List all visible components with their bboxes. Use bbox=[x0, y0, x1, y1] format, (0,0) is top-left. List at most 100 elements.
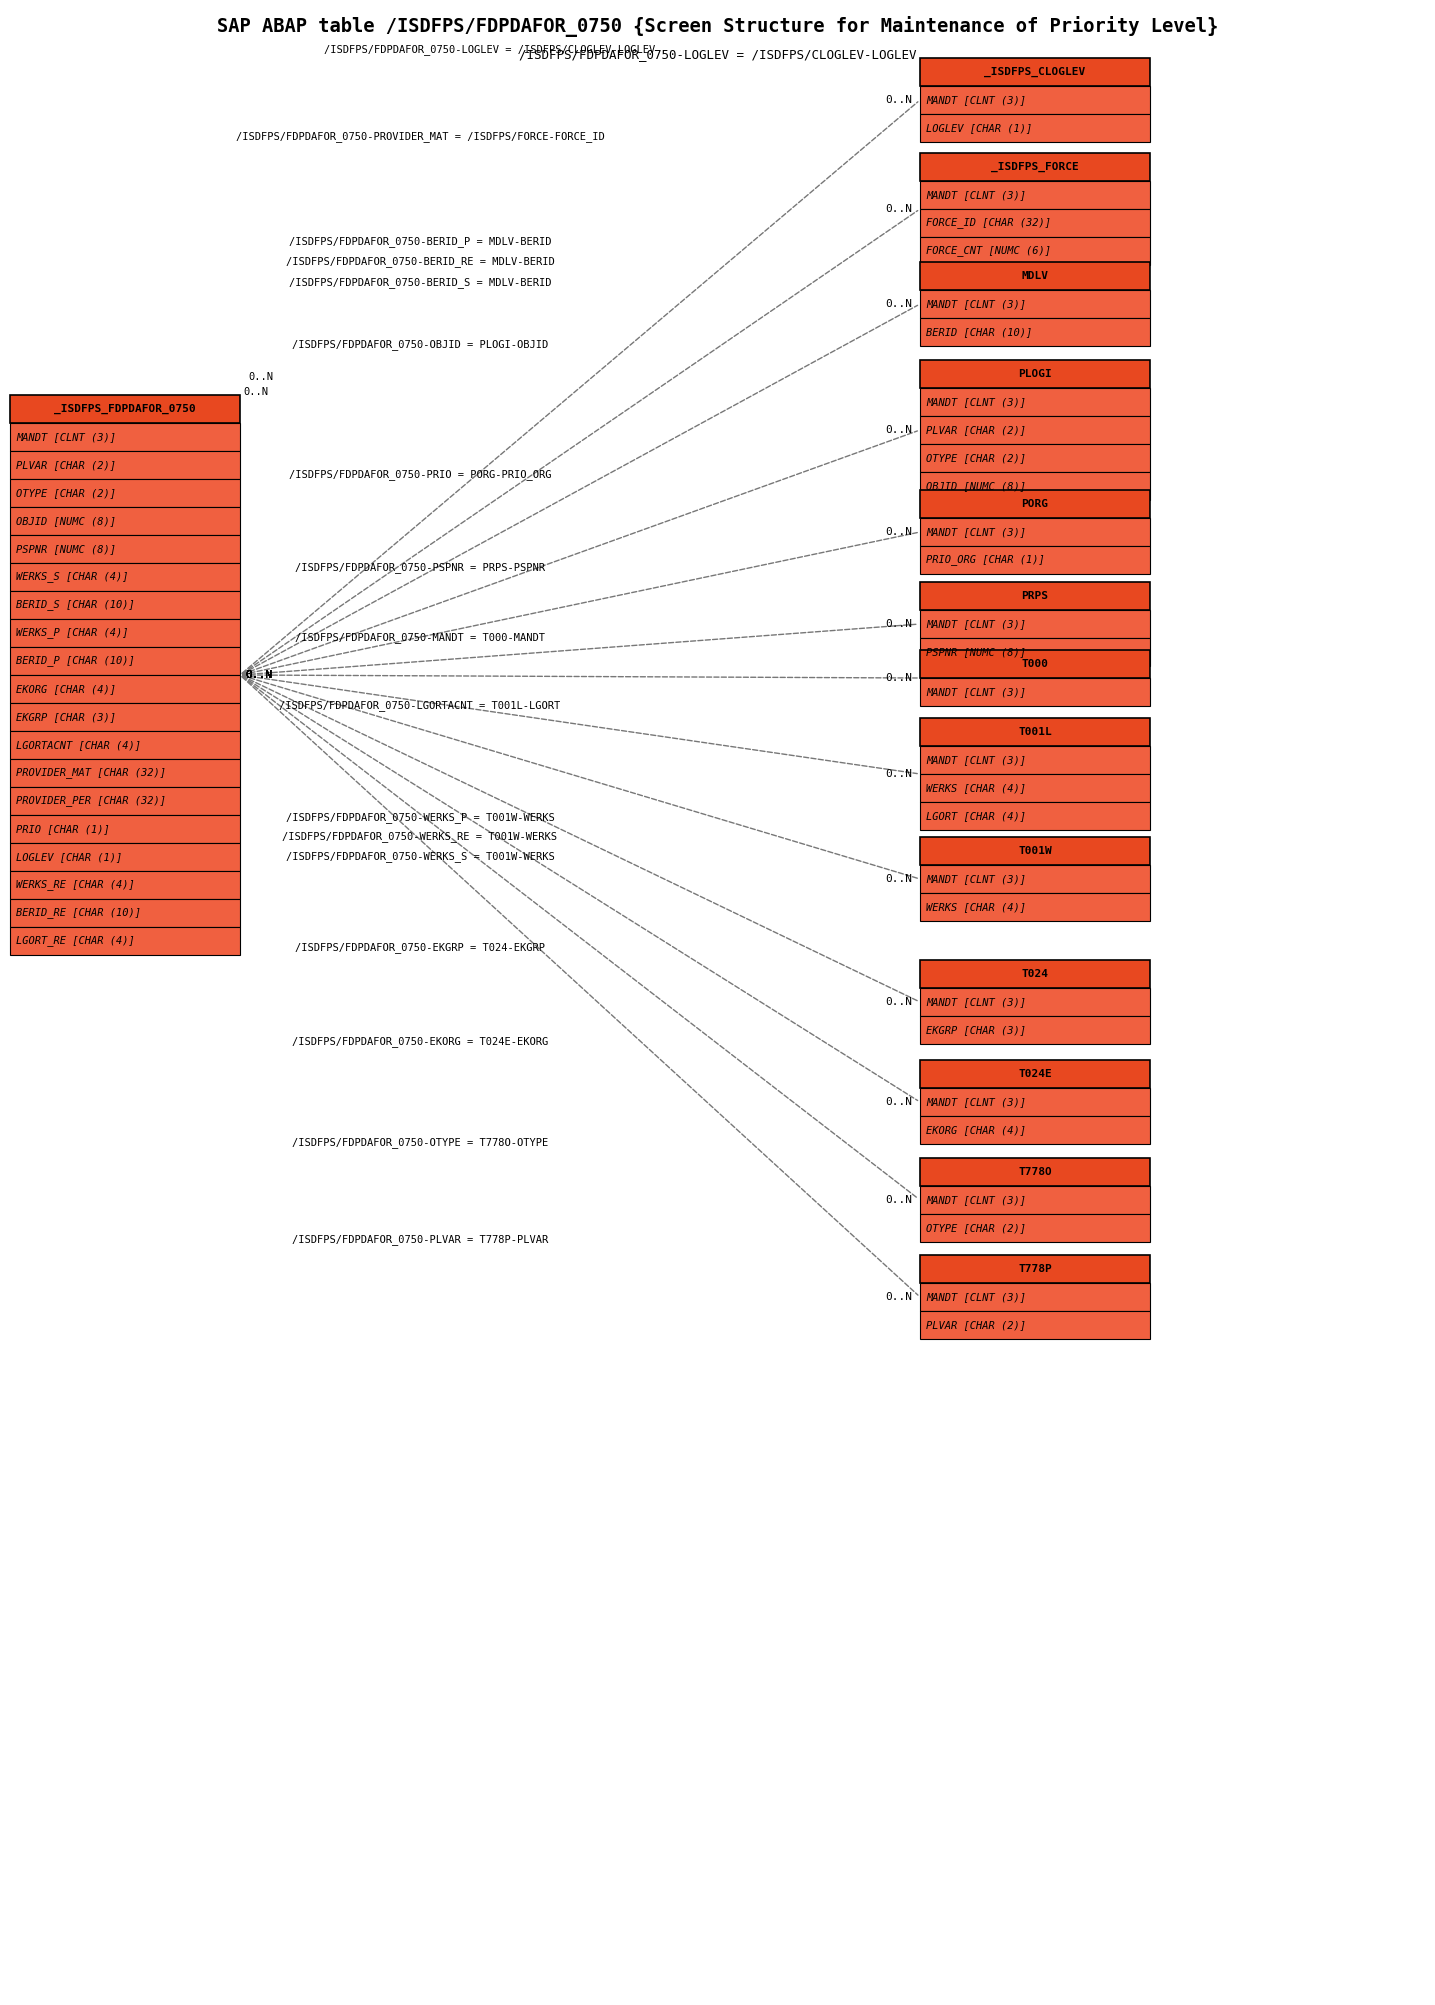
Text: PRIO_ORG [CHAR (1)]: PRIO_ORG [CHAR (1)] bbox=[926, 555, 1045, 565]
Bar bbox=[920, 545, 1149, 573]
Text: /ISDFPS/FDPDAFOR_0750-EKGRP = T024-EKGRP: /ISDFPS/FDPDAFOR_0750-EKGRP = T024-EKGRP bbox=[296, 942, 545, 954]
Text: MANDT [CLNT (3)]: MANDT [CLNT (3)] bbox=[926, 996, 1026, 1007]
Text: 0..N: 0..N bbox=[885, 1291, 913, 1301]
Text: PLOGI: PLOGI bbox=[1017, 369, 1052, 379]
Text: BERID_S [CHAR (10)]: BERID_S [CHAR (10)] bbox=[16, 599, 135, 610]
Text: 0..N: 0..N bbox=[885, 874, 913, 884]
Bar bbox=[920, 180, 1149, 209]
Bar bbox=[920, 802, 1149, 830]
Bar bbox=[10, 479, 240, 507]
Bar bbox=[920, 319, 1149, 347]
Text: PLVAR [CHAR (2)]: PLVAR [CHAR (2)] bbox=[926, 425, 1026, 435]
Bar bbox=[920, 1255, 1149, 1283]
Text: /ISDFPS/FDPDAFOR_0750-WERKS_P = T001W-WERKS: /ISDFPS/FDPDAFOR_0750-WERKS_P = T001W-WE… bbox=[286, 812, 554, 824]
Bar bbox=[10, 648, 240, 676]
Bar bbox=[920, 718, 1149, 746]
Text: /ISDFPS/FDPDAFOR_0750-BERID_RE = MDLV-BERID: /ISDFPS/FDPDAFOR_0750-BERID_RE = MDLV-BE… bbox=[286, 257, 554, 267]
Text: 0..N: 0..N bbox=[248, 373, 273, 383]
Text: /ISDFPS/FDPDAFOR_0750-MANDT = T000-MANDT: /ISDFPS/FDPDAFOR_0750-MANDT = T000-MANDT bbox=[296, 632, 545, 644]
Bar bbox=[920, 291, 1149, 319]
Text: PSPNR [NUMC (8)]: PSPNR [NUMC (8)] bbox=[926, 648, 1026, 658]
Text: 0..N: 0..N bbox=[245, 670, 273, 680]
Text: PRPS: PRPS bbox=[1022, 591, 1049, 602]
Text: OTYPE [CHAR (2)]: OTYPE [CHAR (2)] bbox=[16, 487, 116, 497]
Bar bbox=[920, 489, 1149, 517]
Text: T778O: T778O bbox=[1017, 1167, 1052, 1177]
Bar bbox=[10, 676, 240, 704]
Text: MANDT [CLNT (3)]: MANDT [CLNT (3)] bbox=[926, 397, 1026, 407]
Bar bbox=[920, 1117, 1149, 1145]
Text: 0..N: 0..N bbox=[885, 620, 913, 630]
Bar bbox=[10, 451, 240, 479]
Text: LGORTACNT [CHAR (4)]: LGORTACNT [CHAR (4)] bbox=[16, 740, 141, 750]
Text: MANDT [CLNT (3)]: MANDT [CLNT (3)] bbox=[926, 190, 1026, 200]
Text: T778P: T778P bbox=[1017, 1263, 1052, 1273]
Bar bbox=[920, 209, 1149, 237]
Text: /ISDFPS/FDPDAFOR_0750-LGORTACNT = T001L-LGORT: /ISDFPS/FDPDAFOR_0750-LGORTACNT = T001L-… bbox=[280, 700, 561, 712]
Bar bbox=[920, 892, 1149, 920]
Text: MANDT [CLNT (3)]: MANDT [CLNT (3)] bbox=[926, 299, 1026, 309]
Bar bbox=[920, 471, 1149, 499]
Text: 0..N: 0..N bbox=[885, 1195, 913, 1205]
Text: 0..N: 0..N bbox=[245, 670, 273, 680]
Bar bbox=[10, 732, 240, 760]
Bar bbox=[920, 1089, 1149, 1117]
Text: MANDT [CLNT (3)]: MANDT [CLNT (3)] bbox=[926, 527, 1026, 537]
Text: PORG: PORG bbox=[1022, 499, 1049, 509]
Bar bbox=[920, 988, 1149, 1017]
Bar bbox=[10, 535, 240, 563]
Text: BERID_RE [CHAR (10)]: BERID_RE [CHAR (10)] bbox=[16, 908, 141, 918]
Text: _ISDFPS_CLOGLEV: _ISDFPS_CLOGLEV bbox=[984, 66, 1086, 76]
Bar bbox=[920, 415, 1149, 443]
Bar bbox=[920, 774, 1149, 802]
Text: T024E: T024E bbox=[1017, 1069, 1052, 1079]
Text: EKGRP [CHAR (3)]: EKGRP [CHAR (3)] bbox=[926, 1025, 1026, 1035]
Bar bbox=[920, 114, 1149, 142]
Bar bbox=[920, 263, 1149, 291]
Bar bbox=[920, 1213, 1149, 1241]
Text: 0..N: 0..N bbox=[245, 670, 273, 680]
Text: LGORT [CHAR (4)]: LGORT [CHAR (4)] bbox=[926, 810, 1026, 820]
Text: 0..N: 0..N bbox=[245, 670, 273, 680]
Text: 0..N: 0..N bbox=[245, 670, 273, 680]
Text: _ISDFPS_FDPDAFOR_0750: _ISDFPS_FDPDAFOR_0750 bbox=[55, 403, 195, 415]
Text: 0..N: 0..N bbox=[885, 527, 913, 537]
Bar bbox=[920, 1283, 1149, 1311]
Text: /ISDFPS/FDPDAFOR_0750-PSPNR = PRPS-PSPNR: /ISDFPS/FDPDAFOR_0750-PSPNR = PRPS-PSPNR bbox=[296, 563, 545, 573]
Text: 0..N: 0..N bbox=[885, 299, 913, 309]
Bar bbox=[920, 581, 1149, 610]
Text: LOGLEV [CHAR (1)]: LOGLEV [CHAR (1)] bbox=[16, 852, 122, 862]
Text: _ISDFPS_FORCE: _ISDFPS_FORCE bbox=[992, 162, 1079, 172]
Text: EKGRP [CHAR (3)]: EKGRP [CHAR (3)] bbox=[16, 712, 116, 722]
Text: /ISDFPS/FDPDAFOR_0750-LOGLEV = /ISDFPS/CLOGLEV-LOGLEV: /ISDFPS/FDPDAFOR_0750-LOGLEV = /ISDFPS/C… bbox=[518, 48, 917, 60]
Bar bbox=[920, 86, 1149, 114]
Text: T024: T024 bbox=[1022, 968, 1049, 978]
Text: OTYPE [CHAR (2)]: OTYPE [CHAR (2)] bbox=[926, 453, 1026, 463]
Bar bbox=[920, 1311, 1149, 1339]
Text: MANDT [CLNT (3)]: MANDT [CLNT (3)] bbox=[926, 756, 1026, 766]
Bar bbox=[920, 389, 1149, 415]
Text: 0..N: 0..N bbox=[243, 387, 268, 397]
Text: OBJID [NUMC (8)]: OBJID [NUMC (8)] bbox=[16, 515, 116, 525]
Text: EKORG [CHAR (4)]: EKORG [CHAR (4)] bbox=[16, 684, 116, 694]
Bar bbox=[920, 517, 1149, 545]
Text: WERKS_P [CHAR (4)]: WERKS_P [CHAR (4)] bbox=[16, 628, 129, 638]
Bar bbox=[10, 760, 240, 788]
Text: 0..N: 0..N bbox=[885, 996, 913, 1007]
Text: OTYPE [CHAR (2)]: OTYPE [CHAR (2)] bbox=[926, 1223, 1026, 1233]
Text: 0..N: 0..N bbox=[885, 1097, 913, 1107]
Text: /ISDFPS/FDPDAFOR_0750-OTYPE = T778O-OTYPE: /ISDFPS/FDPDAFOR_0750-OTYPE = T778O-OTYP… bbox=[291, 1137, 548, 1149]
Bar bbox=[920, 443, 1149, 471]
Bar bbox=[920, 1017, 1149, 1045]
Text: BERID_P [CHAR (10)]: BERID_P [CHAR (10)] bbox=[16, 656, 135, 666]
Text: PROVIDER_MAT [CHAR (32)]: PROVIDER_MAT [CHAR (32)] bbox=[16, 768, 166, 778]
Bar bbox=[920, 746, 1149, 774]
Text: 0..N: 0..N bbox=[245, 670, 273, 680]
Bar bbox=[10, 842, 240, 870]
Text: /ISDFPS/FDPDAFOR_0750-PLVAR = T778P-PLVAR: /ISDFPS/FDPDAFOR_0750-PLVAR = T778P-PLVA… bbox=[291, 1235, 548, 1245]
Text: 0..N: 0..N bbox=[885, 205, 913, 215]
Text: MANDT [CLNT (3)]: MANDT [CLNT (3)] bbox=[926, 1291, 1026, 1301]
Text: PLVAR [CHAR (2)]: PLVAR [CHAR (2)] bbox=[16, 459, 116, 469]
Bar bbox=[920, 152, 1149, 180]
Text: SAP ABAP table /ISDFPS/FDPDAFOR_0750 {Screen Structure for Maintenance of Priori: SAP ABAP table /ISDFPS/FDPDAFOR_0750 {Sc… bbox=[217, 16, 1218, 36]
